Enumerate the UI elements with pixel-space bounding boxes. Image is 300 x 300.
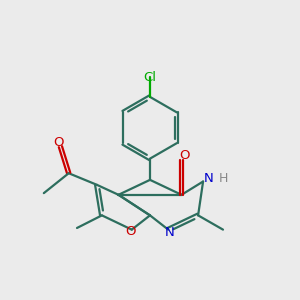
Text: Cl: Cl (143, 70, 157, 83)
Text: O: O (53, 136, 64, 149)
Text: O: O (125, 225, 135, 238)
Text: N: N (204, 172, 214, 185)
Text: N: N (165, 226, 175, 239)
Text: H: H (219, 172, 228, 185)
Text: O: O (179, 149, 189, 163)
